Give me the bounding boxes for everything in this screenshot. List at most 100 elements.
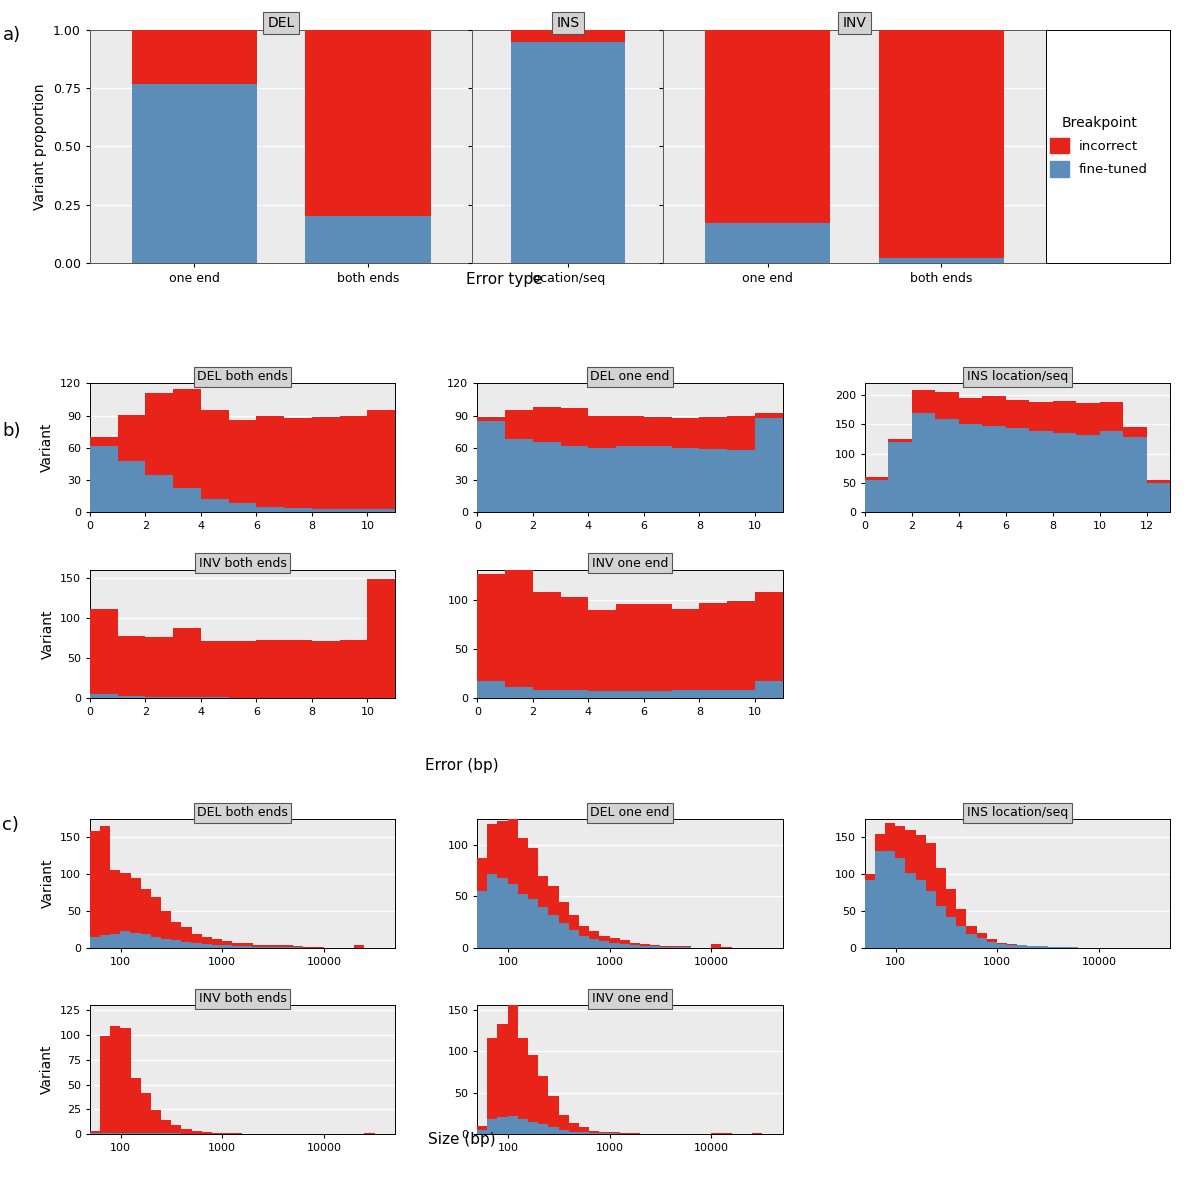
Bar: [1006, 428, 1030, 512]
Bar: [548, 914, 559, 948]
Bar: [700, 690, 727, 698]
Y-axis label: Variant: Variant: [41, 610, 54, 659]
Bar: [983, 396, 1006, 426]
Bar: [131, 1078, 140, 1133]
Bar: [90, 937, 100, 948]
Bar: [560, 445, 588, 512]
Bar: [90, 1132, 100, 1133]
Bar: [528, 899, 539, 948]
Bar: [202, 937, 212, 944]
Bar: [518, 838, 528, 894]
Bar: [548, 1096, 559, 1127]
Y-axis label: Variant: Variant: [41, 422, 54, 473]
Title: INV one end: INV one end: [592, 992, 668, 1006]
Bar: [755, 592, 782, 680]
Bar: [619, 943, 630, 948]
Bar: [946, 889, 956, 917]
Bar: [1006, 401, 1030, 428]
Bar: [533, 443, 560, 512]
Bar: [172, 1126, 181, 1133]
Bar: [864, 880, 875, 948]
Bar: [478, 1130, 487, 1134]
Bar: [487, 874, 498, 948]
Bar: [700, 449, 727, 512]
Bar: [1052, 433, 1076, 512]
Bar: [560, 596, 588, 690]
Bar: [1123, 437, 1146, 512]
Bar: [172, 941, 181, 948]
Bar: [140, 1093, 151, 1133]
Bar: [131, 932, 140, 948]
Bar: [560, 690, 588, 698]
Bar: [926, 844, 936, 892]
Bar: [257, 415, 284, 506]
Bar: [946, 917, 956, 948]
Legend: incorrect, fine-tuned: incorrect, fine-tuned: [1046, 113, 1152, 180]
Bar: [284, 418, 312, 508]
Bar: [935, 419, 959, 512]
Bar: [1030, 402, 1052, 431]
Bar: [905, 830, 916, 872]
Bar: [200, 410, 229, 499]
Bar: [997, 944, 1007, 948]
Bar: [312, 509, 340, 512]
Bar: [727, 690, 755, 698]
Bar: [888, 439, 912, 442]
Bar: [1146, 480, 1170, 482]
Bar: [644, 605, 672, 691]
Bar: [895, 827, 906, 858]
Bar: [599, 1132, 610, 1133]
Y-axis label: Variant: Variant: [41, 859, 54, 908]
Bar: [1099, 402, 1123, 431]
Bar: [252, 944, 263, 947]
Bar: [100, 935, 110, 948]
Bar: [533, 592, 560, 690]
Bar: [211, 938, 222, 944]
Bar: [110, 1026, 120, 1133]
Bar: [306, 216, 431, 263]
Bar: [616, 415, 644, 445]
Bar: [533, 407, 560, 443]
Title: INS location/seq: INS location/seq: [967, 806, 1068, 820]
Bar: [145, 697, 173, 698]
Bar: [90, 694, 118, 698]
Bar: [569, 1132, 578, 1134]
Bar: [505, 410, 533, 439]
Bar: [983, 426, 1006, 512]
Bar: [272, 946, 283, 947]
Bar: [340, 509, 367, 512]
Bar: [912, 413, 935, 512]
Text: Error (bp): Error (bp): [425, 758, 499, 774]
Bar: [1038, 946, 1048, 948]
Bar: [222, 941, 233, 946]
Bar: [986, 938, 997, 942]
Bar: [650, 946, 660, 948]
Bar: [569, 1123, 578, 1132]
Bar: [173, 629, 200, 697]
Title: INV both ends: INV both ends: [199, 992, 287, 1006]
Title: INV both ends: INV both ends: [199, 557, 287, 570]
Bar: [145, 474, 173, 512]
Bar: [110, 935, 120, 948]
Text: Error type: Error type: [466, 272, 542, 287]
Bar: [306, 30, 431, 216]
Bar: [558, 1115, 569, 1130]
Title: INV one end: INV one end: [592, 557, 668, 570]
Bar: [211, 944, 222, 948]
Bar: [181, 1129, 192, 1134]
Bar: [140, 935, 151, 948]
Bar: [610, 942, 619, 948]
Bar: [977, 932, 986, 938]
Bar: [589, 931, 599, 940]
Bar: [700, 416, 727, 449]
Bar: [478, 416, 505, 421]
Bar: [200, 697, 229, 698]
Bar: [884, 851, 895, 948]
Bar: [478, 574, 505, 680]
Bar: [508, 884, 518, 948]
Bar: [672, 418, 700, 448]
Bar: [367, 509, 395, 512]
Bar: [640, 943, 650, 946]
Bar: [257, 640, 284, 697]
Bar: [578, 926, 589, 936]
